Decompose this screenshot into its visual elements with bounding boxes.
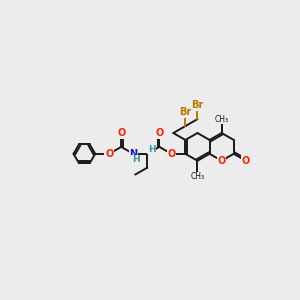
Text: H: H: [132, 155, 140, 164]
Text: O: O: [117, 128, 125, 138]
Text: Br: Br: [191, 100, 204, 110]
Text: O: O: [155, 128, 164, 138]
Text: O: O: [242, 156, 250, 166]
Text: CH₃: CH₃: [214, 115, 229, 124]
Text: O: O: [105, 149, 113, 159]
Text: O: O: [218, 156, 226, 166]
Text: N: N: [129, 149, 137, 159]
Text: CH₃: CH₃: [190, 172, 205, 182]
Text: Br: Br: [179, 107, 191, 117]
Text: O: O: [167, 149, 175, 159]
Text: H: H: [148, 145, 156, 154]
